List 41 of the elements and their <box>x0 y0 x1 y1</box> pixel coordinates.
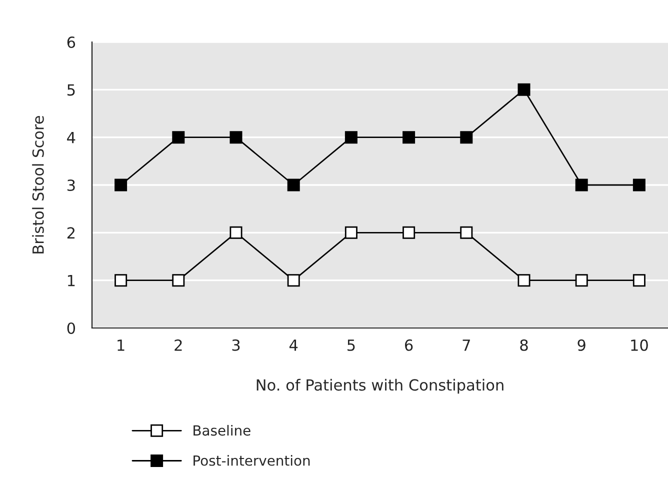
y-tick-label: 1 <box>68 275 75 286</box>
point <box>460 131 473 144</box>
x-tick-label: 7 <box>462 340 470 351</box>
y-tick-label: 6 <box>67 36 76 48</box>
point <box>172 274 185 287</box>
point <box>460 226 473 239</box>
point <box>402 226 416 239</box>
x-tick-label: 5 <box>348 340 355 351</box>
point <box>114 274 128 287</box>
point <box>518 83 530 96</box>
x-axis-title: No. of Patients with Constipation <box>256 378 504 394</box>
x-tick-label: 2 <box>174 339 182 351</box>
point <box>344 131 358 144</box>
point <box>575 178 588 192</box>
point <box>172 131 185 144</box>
point <box>402 131 416 144</box>
x-tick-label: 4 <box>289 340 298 351</box>
y-tick-label: 2 <box>67 227 74 238</box>
point <box>518 274 530 287</box>
x-tick-label: 3 <box>232 339 240 351</box>
x-tick-label: 6 <box>405 339 413 351</box>
point <box>287 178 300 192</box>
y-tick-label: 4 <box>67 132 76 144</box>
point <box>344 226 358 239</box>
point <box>287 274 300 287</box>
y-axis-title: Bristol Stool Score <box>32 116 44 254</box>
point <box>632 274 646 287</box>
x-tick-label: 9 <box>578 339 586 351</box>
point <box>114 178 128 192</box>
y-tick-label: 5 <box>67 84 75 96</box>
x-tick-label: 10 <box>631 339 648 351</box>
legend-label: Baseline <box>194 424 250 436</box>
y-tick-label: 3 <box>67 179 75 192</box>
x-tick-label: 8 <box>520 339 528 351</box>
legend-label: Post-intervention <box>194 455 310 466</box>
point <box>230 131 242 144</box>
y-tick-label: 0 <box>67 322 76 334</box>
point <box>632 178 646 192</box>
point <box>230 226 242 239</box>
x-tick-label: 1 <box>118 340 124 351</box>
point <box>575 274 588 287</box>
